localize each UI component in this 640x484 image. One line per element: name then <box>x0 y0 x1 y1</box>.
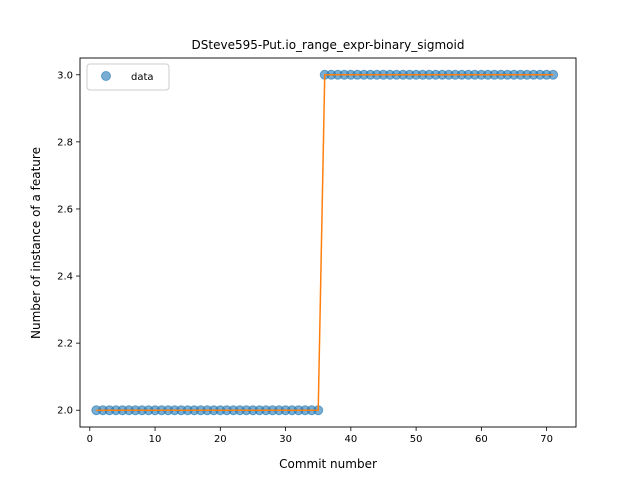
y-tick-label: 2.8 <box>57 137 73 148</box>
x-tick-label: 60 <box>475 434 488 445</box>
legend: data <box>86 63 170 91</box>
chart-title: DSteve595-Put.io_range_expr-binary_sigmo… <box>192 38 465 52</box>
x-axis: 0 10 20 30 40 50 60 70 <box>87 427 553 445</box>
legend-box <box>86 63 170 91</box>
y-tick-label: 2.4 <box>57 272 73 283</box>
y-tick-label: 2.6 <box>57 204 73 215</box>
legend-label-data: data <box>131 72 154 83</box>
x-tick-label: 0 <box>87 434 93 445</box>
plot-area <box>91 69 559 416</box>
y-tick-label: 2.2 <box>57 339 73 350</box>
legend-marker-data <box>101 71 111 81</box>
fit-line <box>96 74 554 411</box>
x-tick-label: 70 <box>540 434 553 445</box>
x-axis-label: Commit number <box>279 457 377 471</box>
plot-frame <box>79 57 577 428</box>
x-tick-label: 20 <box>214 434 227 445</box>
y-axis: 2.0 2.2 2.4 2.6 2.8 3.0 <box>57 70 80 417</box>
y-axis-label: Number of instance of a feature <box>29 147 43 339</box>
y-tick-label: 3.0 <box>57 70 73 81</box>
x-tick-label: 50 <box>410 434 423 445</box>
x-tick-label: 40 <box>344 434 357 445</box>
y-tick-label: 2.0 <box>57 406 73 417</box>
x-tick-label: 10 <box>149 434 162 445</box>
x-tick-label: 30 <box>279 434 292 445</box>
